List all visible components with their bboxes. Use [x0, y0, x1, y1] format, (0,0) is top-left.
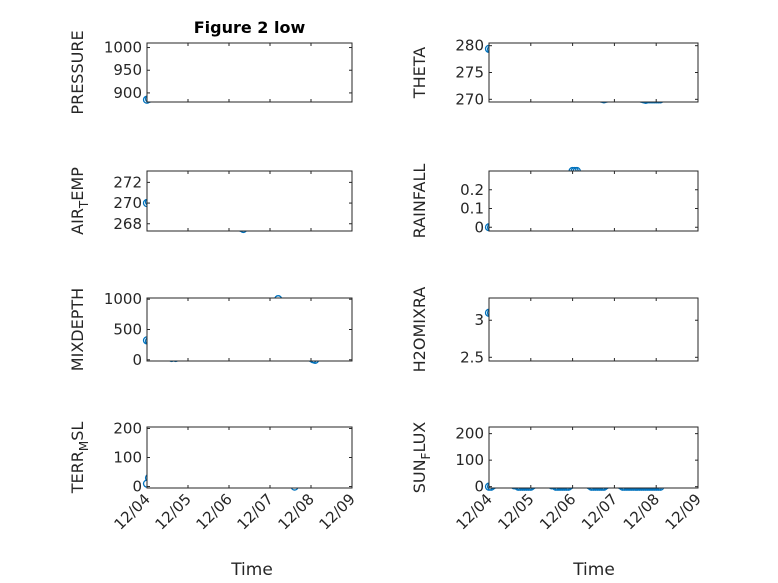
- y-tick-label: 2.5: [460, 348, 484, 366]
- x-axis-label-left: Time: [230, 560, 273, 580]
- y-tick-label: 1000: [104, 290, 142, 308]
- y-tick-label: 200: [455, 425, 484, 443]
- y-axis-label: TERRMSL: [68, 422, 91, 495]
- y-tick-label: 3: [474, 311, 484, 329]
- y-tick-label: 100: [455, 451, 484, 469]
- y-tick-label: 900: [113, 84, 142, 102]
- y-tick-label: 100: [113, 449, 142, 467]
- axes-frame: [488, 42, 699, 103]
- y-tick-label: 268: [113, 215, 142, 233]
- y-axis-label: MIXDEPTH: [68, 288, 87, 371]
- chart-title: Figure 2 low: [194, 18, 306, 37]
- y-tick-label: 0.1: [460, 200, 484, 218]
- y-axis-label: THETA: [410, 47, 429, 99]
- axes-frame: [488, 426, 699, 489]
- y-tick-label: 200: [113, 419, 142, 437]
- axes-frame: [146, 170, 353, 232]
- y-tick-label: 270: [455, 90, 484, 108]
- subplot-pressure: 900 950 1000 PRESSURE Figure 2 low: [68, 18, 353, 115]
- axes-frame: [146, 297, 353, 362]
- y-axis-label: PRESSURE: [68, 30, 87, 114]
- y-tick-label: 270: [113, 194, 142, 212]
- y-tick-label: 272: [113, 173, 142, 191]
- y-tick-label: 0: [474, 218, 484, 236]
- y-tick-label: 275: [455, 64, 484, 82]
- subplot-h2omixra: 2.5 3 H2OMIXRA: [410, 287, 699, 373]
- y-tick-label: 0: [474, 478, 484, 496]
- subplot-air_temp: 268 270 272 AIRTEMP: [68, 167, 353, 235]
- y-axis-label: RAINFALL: [410, 164, 429, 239]
- axes-frame: [146, 42, 353, 103]
- y-tick-label: 1000: [104, 39, 142, 57]
- y-tick-label: 950: [113, 61, 142, 79]
- y-tick-label: 0: [132, 478, 142, 496]
- axes-frame: [488, 297, 699, 362]
- subplot-rainfall: 00.10.2 RAINFALL: [410, 164, 699, 239]
- y-axis-label: SUNFLUX: [410, 422, 433, 494]
- axes-frame: [146, 426, 353, 489]
- subplot-theta: 270 275 280 THETA: [410, 37, 699, 108]
- axes-frame: [488, 170, 699, 232]
- y-tick-label: 280: [455, 37, 484, 55]
- y-tick-label: 0.2: [460, 181, 484, 199]
- y-axis-label: AIRTEMP: [68, 167, 91, 235]
- subplot-mixdepth: 0 500 1000 MIXDEPTH: [68, 288, 353, 371]
- x-axis-label-right: Time: [572, 560, 615, 580]
- y-tick-label: 500: [113, 321, 142, 339]
- y-axis-label: H2OMIXRA: [410, 287, 429, 373]
- y-tick-label: 0: [132, 351, 142, 369]
